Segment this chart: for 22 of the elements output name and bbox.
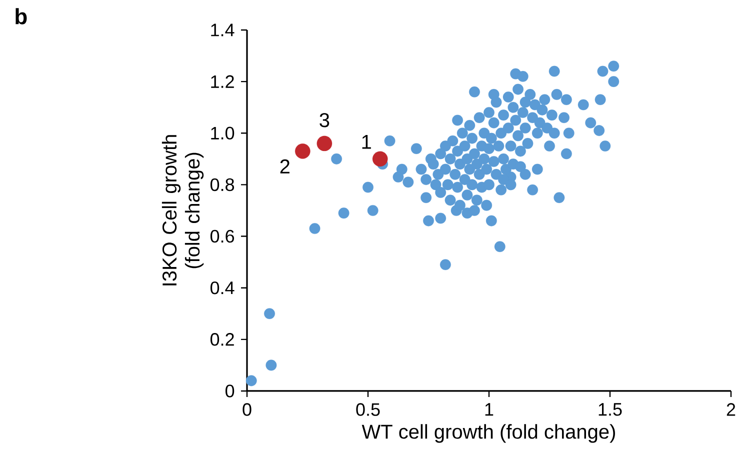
- point: [372, 151, 388, 167]
- y-tick-label: 1.0: [211, 126, 234, 140]
- y-tick-label: 0.4: [210, 281, 234, 294]
- x-tick-label: 1: [485, 403, 494, 416]
- y-tick-label: 0.8: [210, 178, 234, 192]
- point: [316, 136, 332, 152]
- text: b: [16, 8, 27, 24]
- y-axis-title: I3KO Cell growth (fold change): [162, 135, 204, 286]
- y-tick-label: 0.6: [210, 230, 234, 243]
- x-tick-label: 0.5: [356, 403, 380, 416]
- annotation: 3: [320, 113, 330, 128]
- y-tick-label: 1.2: [211, 75, 234, 88]
- y-tick-label: 0.2: [210, 333, 234, 346]
- annotation: 2: [280, 159, 290, 174]
- point: [295, 144, 310, 159]
- x-tick-label: 2: [726, 403, 736, 416]
- x-tick-label: 0: [242, 403, 252, 416]
- x-tick-label: 1.5: [598, 403, 622, 416]
- y-tick-label: 1.4: [211, 24, 234, 36]
- x-axis-title: WT cell growth (fold change): [362, 424, 615, 443]
- annotation: 1: [362, 134, 371, 149]
- y-tick-label: 0: [226, 384, 234, 398]
